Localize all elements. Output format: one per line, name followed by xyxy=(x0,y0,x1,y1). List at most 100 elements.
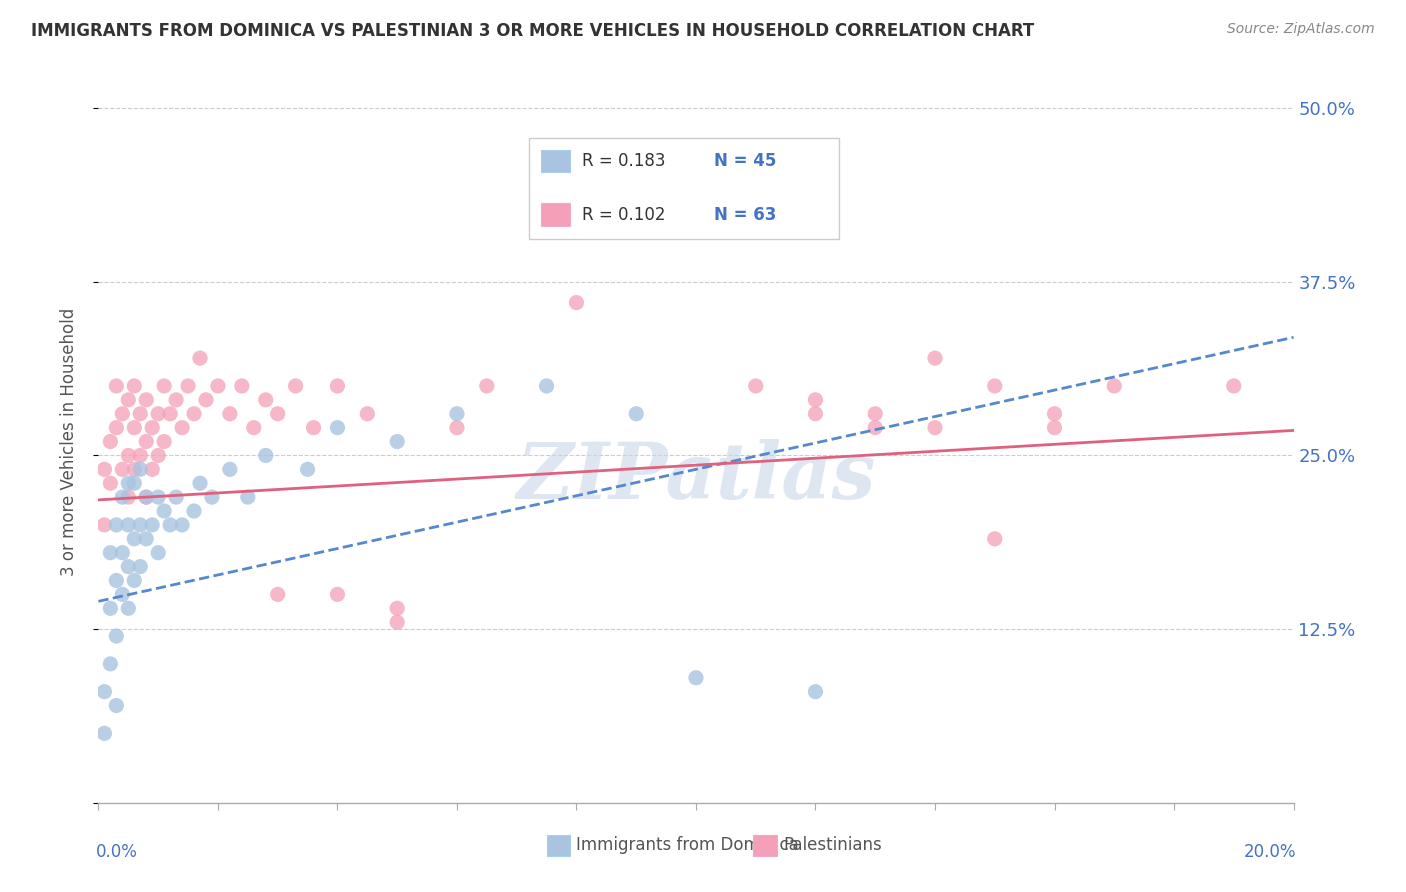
Point xyxy=(201,490,224,504)
Y-axis label: 3 or more Vehicles in Household: 3 or more Vehicles in Household xyxy=(59,308,77,575)
Point xyxy=(153,434,176,449)
Point xyxy=(129,559,152,574)
Point xyxy=(124,532,146,546)
Point xyxy=(111,407,134,421)
Point xyxy=(111,462,134,476)
Point xyxy=(105,517,128,532)
Point xyxy=(98,601,122,615)
Point xyxy=(195,392,218,407)
Point xyxy=(111,546,134,560)
Point xyxy=(135,532,157,546)
Point xyxy=(135,434,157,449)
FancyBboxPatch shape xyxy=(547,835,571,856)
Point xyxy=(297,462,319,476)
Point xyxy=(93,726,115,740)
Point xyxy=(267,407,290,421)
Point xyxy=(254,449,277,463)
Point xyxy=(536,379,558,393)
FancyBboxPatch shape xyxy=(541,203,571,227)
Text: Palestinians: Palestinians xyxy=(783,837,882,855)
Point xyxy=(117,490,139,504)
Point xyxy=(129,407,152,421)
Point xyxy=(804,392,827,407)
Point xyxy=(804,407,827,421)
FancyBboxPatch shape xyxy=(754,835,778,856)
Point xyxy=(385,434,409,449)
Point xyxy=(236,490,259,504)
Point xyxy=(129,449,152,463)
Point xyxy=(924,420,946,434)
Text: Immigrants from Dominica: Immigrants from Dominica xyxy=(576,837,799,855)
Point xyxy=(984,379,1007,393)
Point xyxy=(183,407,205,421)
Point xyxy=(117,392,139,407)
Point xyxy=(685,671,707,685)
Point xyxy=(153,379,176,393)
Point xyxy=(93,462,115,476)
Point xyxy=(141,420,163,434)
Point xyxy=(1223,379,1246,393)
Point xyxy=(231,379,253,393)
Text: 0.0%: 0.0% xyxy=(96,843,138,861)
Point xyxy=(117,601,139,615)
Point xyxy=(105,698,128,713)
Point xyxy=(254,392,277,407)
Point xyxy=(243,420,266,434)
Point xyxy=(124,574,146,588)
Text: IMMIGRANTS FROM DOMINICA VS PALESTINIAN 3 OR MORE VEHICLES IN HOUSEHOLD CORRELAT: IMMIGRANTS FROM DOMINICA VS PALESTINIAN … xyxy=(31,22,1035,40)
Point xyxy=(98,476,122,491)
Point xyxy=(124,476,146,491)
FancyBboxPatch shape xyxy=(529,138,839,239)
Point xyxy=(105,420,128,434)
Point xyxy=(124,420,146,434)
Point xyxy=(385,601,409,615)
Point xyxy=(105,379,128,393)
Point xyxy=(745,379,768,393)
Point xyxy=(148,407,170,421)
Point xyxy=(385,615,409,630)
Point xyxy=(446,420,468,434)
Point xyxy=(446,407,468,421)
Point xyxy=(219,462,242,476)
Text: ZIPatlas: ZIPatlas xyxy=(516,440,876,516)
Point xyxy=(267,587,290,601)
Point xyxy=(326,587,349,601)
Point xyxy=(124,462,146,476)
Point xyxy=(207,379,229,393)
Point xyxy=(105,629,128,643)
Point xyxy=(924,351,946,366)
Point xyxy=(984,532,1007,546)
Point xyxy=(135,392,157,407)
Point xyxy=(117,517,139,532)
Point xyxy=(177,379,200,393)
Point xyxy=(183,504,205,518)
Point xyxy=(93,517,115,532)
Point xyxy=(159,407,181,421)
Text: R = 0.102: R = 0.102 xyxy=(582,206,676,224)
Point xyxy=(159,517,181,532)
Point xyxy=(865,420,887,434)
Point xyxy=(804,684,827,698)
Point xyxy=(148,490,170,504)
Text: N = 45: N = 45 xyxy=(714,152,776,170)
Point xyxy=(111,587,134,601)
Point xyxy=(148,449,170,463)
Point xyxy=(865,407,887,421)
Point xyxy=(129,462,152,476)
Point xyxy=(135,490,157,504)
Point xyxy=(565,295,588,310)
FancyBboxPatch shape xyxy=(541,150,571,172)
Point xyxy=(117,559,139,574)
Point xyxy=(98,657,122,671)
Point xyxy=(124,379,146,393)
Point xyxy=(188,476,211,491)
Point xyxy=(98,546,122,560)
Point xyxy=(141,517,163,532)
Point xyxy=(105,574,128,588)
Text: N = 63: N = 63 xyxy=(714,206,776,224)
Point xyxy=(141,462,163,476)
Point xyxy=(111,490,134,504)
Point xyxy=(172,517,194,532)
Point xyxy=(129,517,152,532)
Point xyxy=(1043,420,1066,434)
